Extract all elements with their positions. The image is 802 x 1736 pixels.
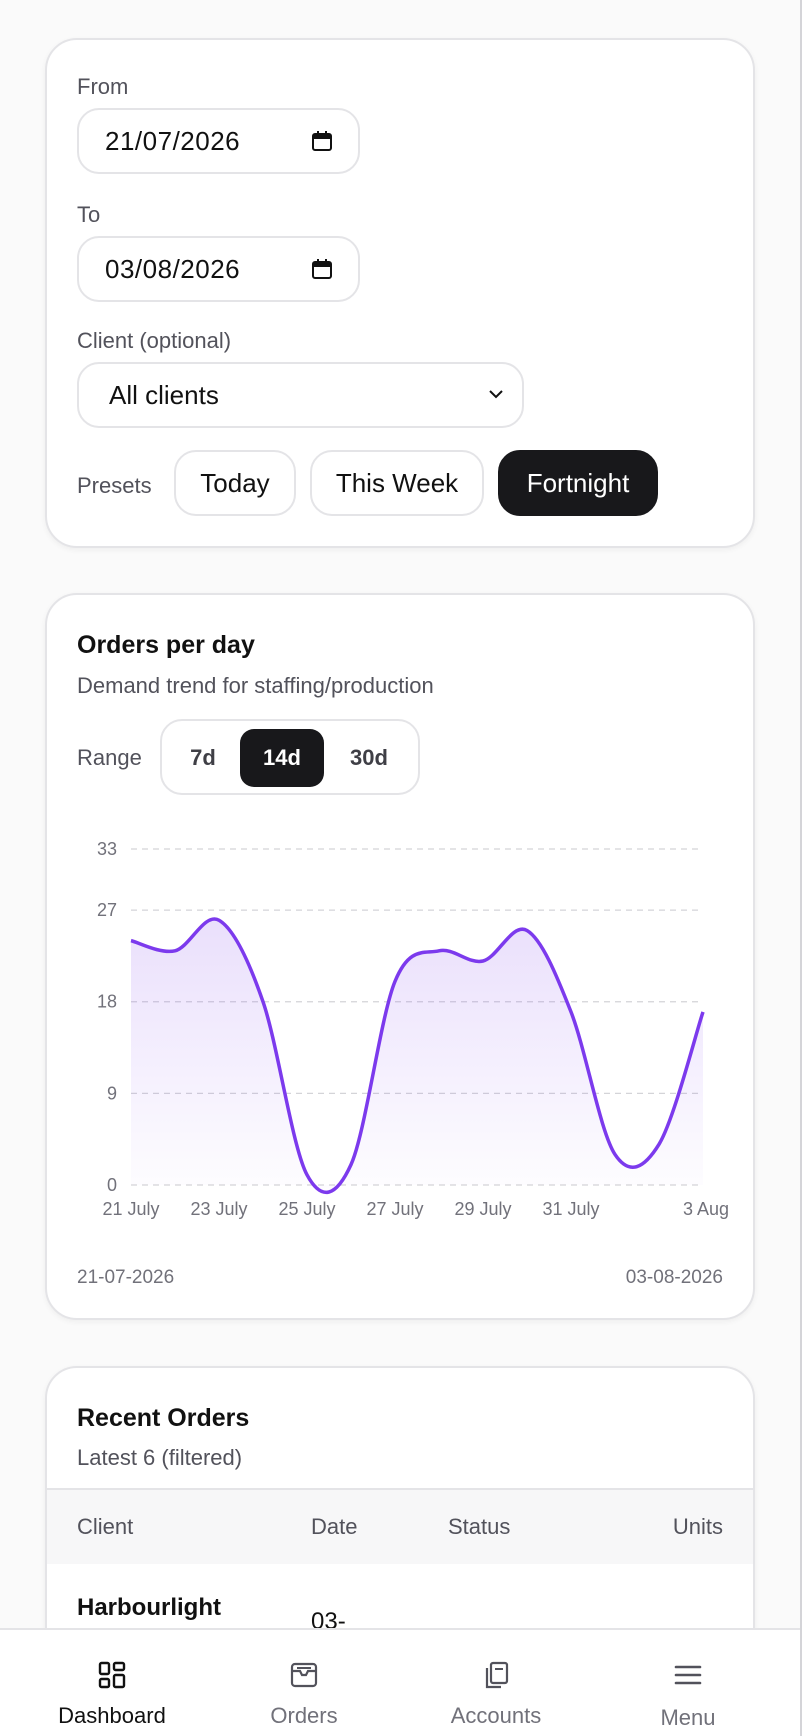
range-7d-button[interactable]: 7d: [190, 745, 216, 770]
from-date-input[interactable]: 21/07/2026: [77, 108, 360, 174]
range-label: Range: [77, 745, 142, 770]
dashboard-icon: [97, 1660, 127, 1695]
filters-card: From 21/07/2026 To 03/08/2026 Client (op…: [45, 38, 755, 548]
data-point[interactable]: [345, 1159, 357, 1171]
column-header-date[interactable]: Date: [311, 1514, 358, 1539]
chevron-down-icon: [486, 380, 506, 411]
y-tick-label: 18: [97, 992, 117, 1012]
x-tick-label: 21 July: [102, 1199, 159, 1219]
accounts-icon: [481, 1660, 511, 1695]
recent-orders-title: Recent Orders: [77, 1404, 250, 1432]
orders-area-chart: 0 9 18 27 33 21 July 23 July 25 July 27 July 29 …: [97, 839, 729, 1219]
chart-title: Orders per day: [77, 631, 255, 659]
presets-label: Presets: [77, 473, 152, 498]
x-tick-label: 23 July: [190, 1199, 247, 1219]
column-header-client[interactable]: Client: [77, 1514, 134, 1539]
bottom-navigation: Dashboard Orders Accounts Menu: [0, 1628, 802, 1736]
recent-orders-subtitle: Latest 6 (filtered): [77, 1445, 243, 1470]
range-30d-button[interactable]: 30d: [350, 745, 388, 770]
range-segmented-control: 7d 14d 30d: [160, 719, 420, 795]
y-tick-label: 9: [107, 1083, 117, 1103]
data-point[interactable]: [125, 935, 137, 947]
nav-accounts-label: Accounts: [450, 1703, 542, 1728]
to-date-value: 03/08/2026: [105, 253, 241, 284]
orders-chart-card: Orders per day Demand trend for staffing…: [45, 593, 755, 1320]
data-point[interactable]: [389, 975, 401, 987]
table-row[interactable]: Harbourlight 03-: [47, 1564, 753, 1664]
data-point[interactable]: [653, 1138, 665, 1150]
preset-this-week-button[interactable]: This Week: [310, 450, 484, 516]
nav-accounts[interactable]: Accounts: [436, 1630, 556, 1736]
nav-dashboard-label: Dashboard: [58, 1703, 166, 1728]
nav-orders[interactable]: Orders: [244, 1630, 364, 1736]
chart-start-date: 21-07-2026: [77, 1267, 175, 1288]
x-tick-label: 29 July: [454, 1199, 511, 1219]
series-line: [130, 917, 705, 1194]
nav-menu[interactable]: Menu: [628, 1630, 748, 1736]
data-point[interactable]: [697, 1006, 709, 1018]
preset-today-button[interactable]: Today: [174, 450, 296, 516]
x-tick-label: 25 July: [278, 1199, 335, 1219]
from-date-value: 21/07/2026: [105, 125, 241, 156]
column-header-status[interactable]: Status: [448, 1514, 511, 1539]
orders-table-header: Client Date Status Units: [47, 1488, 753, 1564]
chart-end-date: 03-08-2026: [625, 1267, 723, 1288]
data-point[interactable]: [301, 1169, 313, 1181]
x-tick-label: 3 Aug: [683, 1199, 729, 1219]
row-client: Harbourlight: [77, 1594, 221, 1621]
data-point[interactable]: [477, 955, 489, 967]
client-select[interactable]: All clients: [77, 362, 524, 428]
range-14d-button[interactable]: 14d: [240, 729, 324, 787]
to-label: To: [77, 202, 101, 227]
data-point[interactable]: [213, 914, 225, 926]
menu-icon: [673, 1660, 703, 1695]
preset-fortnight-button[interactable]: Fortnight: [498, 450, 658, 516]
y-tick-label: 0: [107, 1175, 117, 1195]
orders-icon: [289, 1660, 319, 1695]
data-point[interactable]: [433, 945, 445, 957]
y-tick-label: 33: [97, 839, 117, 859]
client-select-value: All clients: [109, 379, 219, 410]
client-label: Client (optional): [77, 328, 232, 353]
data-point[interactable]: [609, 1148, 621, 1160]
from-label: From: [77, 74, 129, 99]
nav-dashboard[interactable]: Dashboard: [42, 1630, 182, 1736]
calendar-icon[interactable]: [310, 257, 334, 281]
y-tick-label: 27: [97, 900, 117, 920]
column-header-units[interactable]: Units: [672, 1514, 723, 1539]
x-tick-label: 27 July: [366, 1199, 423, 1219]
nav-menu-label: Menu: [660, 1705, 716, 1730]
data-point[interactable]: [257, 996, 269, 1008]
x-tick-label: 31 July: [542, 1199, 599, 1219]
to-date-input[interactable]: 03/08/2026: [77, 236, 360, 302]
scrollbar-edge: [800, 0, 802, 1736]
nav-orders-label: Orders: [270, 1703, 338, 1728]
calendar-icon[interactable]: [310, 129, 334, 153]
data-point[interactable]: [169, 945, 181, 957]
data-point[interactable]: [565, 1006, 577, 1018]
data-point[interactable]: [521, 924, 533, 936]
chart-subtitle: Demand trend for staffing/production: [77, 673, 434, 698]
